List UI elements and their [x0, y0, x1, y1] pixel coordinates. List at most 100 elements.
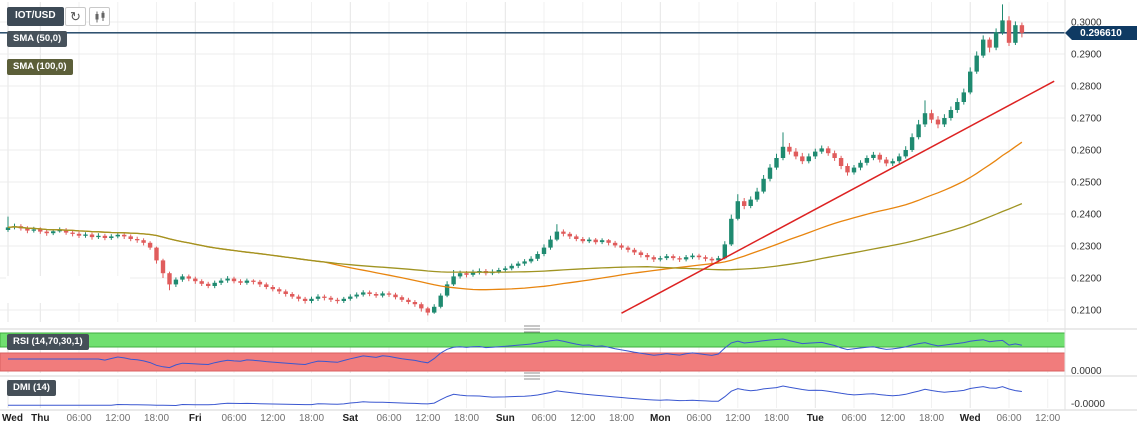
candle-body — [141, 240, 146, 243]
price-axis-label: 0.2600 — [1071, 146, 1102, 157]
refresh-icon: ↻ — [70, 9, 81, 24]
time-axis-label: 12:00 — [570, 413, 595, 424]
panel-resize-handle[interactable] — [524, 325, 540, 333]
time-axis-label: Fri — [189, 413, 202, 424]
candle-body — [703, 257, 708, 259]
time-axis-label: Sat — [343, 413, 359, 424]
candle-body — [109, 236, 114, 238]
candle-body — [671, 256, 676, 259]
candle-body — [83, 234, 88, 236]
candle-body — [341, 298, 346, 301]
candle-body — [871, 154, 876, 158]
candle-body — [115, 234, 120, 237]
candle-body — [322, 296, 327, 298]
candle-body — [302, 298, 308, 301]
candle-body — [845, 166, 850, 173]
candle-body — [767, 167, 773, 179]
candle-body — [70, 232, 75, 234]
candle-body — [257, 281, 263, 285]
candle-body — [567, 233, 572, 237]
candlestick-chart-icon — [95, 10, 104, 22]
symbol-button[interactable]: IOT/USD — [7, 7, 64, 26]
candle-body — [961, 92, 966, 102]
price-axis-label: 0.2700 — [1071, 114, 1102, 125]
sma100-line[interactable] — [7, 202, 1023, 273]
candle-body — [128, 236, 133, 239]
candle-body — [787, 146, 792, 152]
candle-body — [361, 292, 366, 295]
time-axis-label: 12:00 — [415, 413, 440, 424]
candle-body — [348, 296, 353, 299]
candle-body — [244, 280, 250, 283]
refresh-button[interactable]: ↻ — [65, 7, 86, 26]
last-price-badge: 0.296610 — [1065, 26, 1137, 40]
candle-body — [38, 229, 43, 232]
trendline[interactable] — [621, 80, 1055, 314]
candle-body — [632, 249, 637, 253]
candle-body — [264, 284, 269, 287]
candle-body — [147, 242, 153, 248]
candle-body — [225, 278, 230, 281]
candle-body — [173, 279, 179, 285]
time-axis-label: 12:00 — [105, 413, 130, 424]
candle-body — [813, 151, 818, 157]
candle-body — [922, 113, 928, 125]
candle-body — [774, 158, 779, 168]
time-axis-label: 12:00 — [1035, 413, 1060, 424]
candle-body — [283, 291, 288, 294]
price-axis-label: 0.2100 — [1071, 306, 1102, 317]
time-axis-label: 06:00 — [221, 413, 246, 424]
sma50-line[interactable] — [7, 141, 1023, 291]
time-axis-label: 06:00 — [66, 413, 91, 424]
candle-body — [612, 242, 618, 246]
candle-body — [180, 276, 185, 280]
candle-body — [380, 293, 385, 296]
time-axis[interactable]: Wed Thu 06:00 12:00 18:00 Fri 06:00 12:00 18:00 S… — [2, 413, 1061, 424]
time-axis-label: Sun — [496, 413, 515, 424]
dmi-badge[interactable]: DMI (14) — [7, 380, 56, 396]
candle-body — [231, 278, 237, 282]
price-gridlines — [0, 21, 1065, 311]
sma50-badge[interactable]: SMA (50,0) — [7, 31, 68, 47]
time-axis-label: 06:00 — [686, 413, 711, 424]
candle-body — [309, 298, 314, 301]
candle-body — [916, 124, 921, 138]
dmi-axis-label: -0.0000 — [1071, 399, 1105, 410]
candle-body — [554, 231, 560, 240]
candle-body — [909, 137, 915, 150]
time-axis-label: 18:00 — [299, 413, 324, 424]
candle-body — [800, 156, 805, 162]
candle-body — [1006, 20, 1012, 43]
price-axis-label: 0.2900 — [1071, 50, 1102, 61]
candle-body — [399, 297, 405, 300]
candle-body — [535, 254, 540, 259]
candle-body — [709, 258, 715, 261]
rsi-badge[interactable]: RSI (14,70,30,1) — [7, 334, 89, 350]
price-axis-label: 0.2400 — [1071, 210, 1102, 221]
candles-layer[interactable] — [5, 4, 1025, 316]
candle-body — [955, 102, 960, 110]
blank-overlay — [6, 276, 130, 303]
price-axis-label: 0.2500 — [1071, 178, 1102, 189]
candle-body — [522, 261, 527, 264]
chart-type-button[interactable] — [89, 7, 110, 26]
sma100-badge[interactable]: SMA (100,0) — [7, 59, 73, 75]
candle-body — [509, 265, 514, 269]
price-axis[interactable]: 0.3000 0.2900 0.2800 0.2700 0.2600 0.2500 0.24… — [1071, 18, 1102, 317]
candle-body — [935, 119, 941, 125]
candle-body — [315, 296, 321, 299]
candle-body — [238, 281, 243, 283]
candle-body — [716, 258, 721, 261]
panel-resize-handle[interactable] — [524, 372, 540, 380]
candle-body — [742, 201, 747, 206]
candle-body — [897, 156, 902, 162]
candle-body — [903, 150, 908, 157]
candle-body — [838, 158, 844, 166]
candle-body — [780, 146, 786, 158]
candle-body — [470, 272, 476, 275]
time-axis-label: Wed — [960, 413, 981, 424]
candle-body — [57, 230, 62, 232]
candle-body — [761, 178, 766, 192]
candle-body — [44, 231, 49, 234]
